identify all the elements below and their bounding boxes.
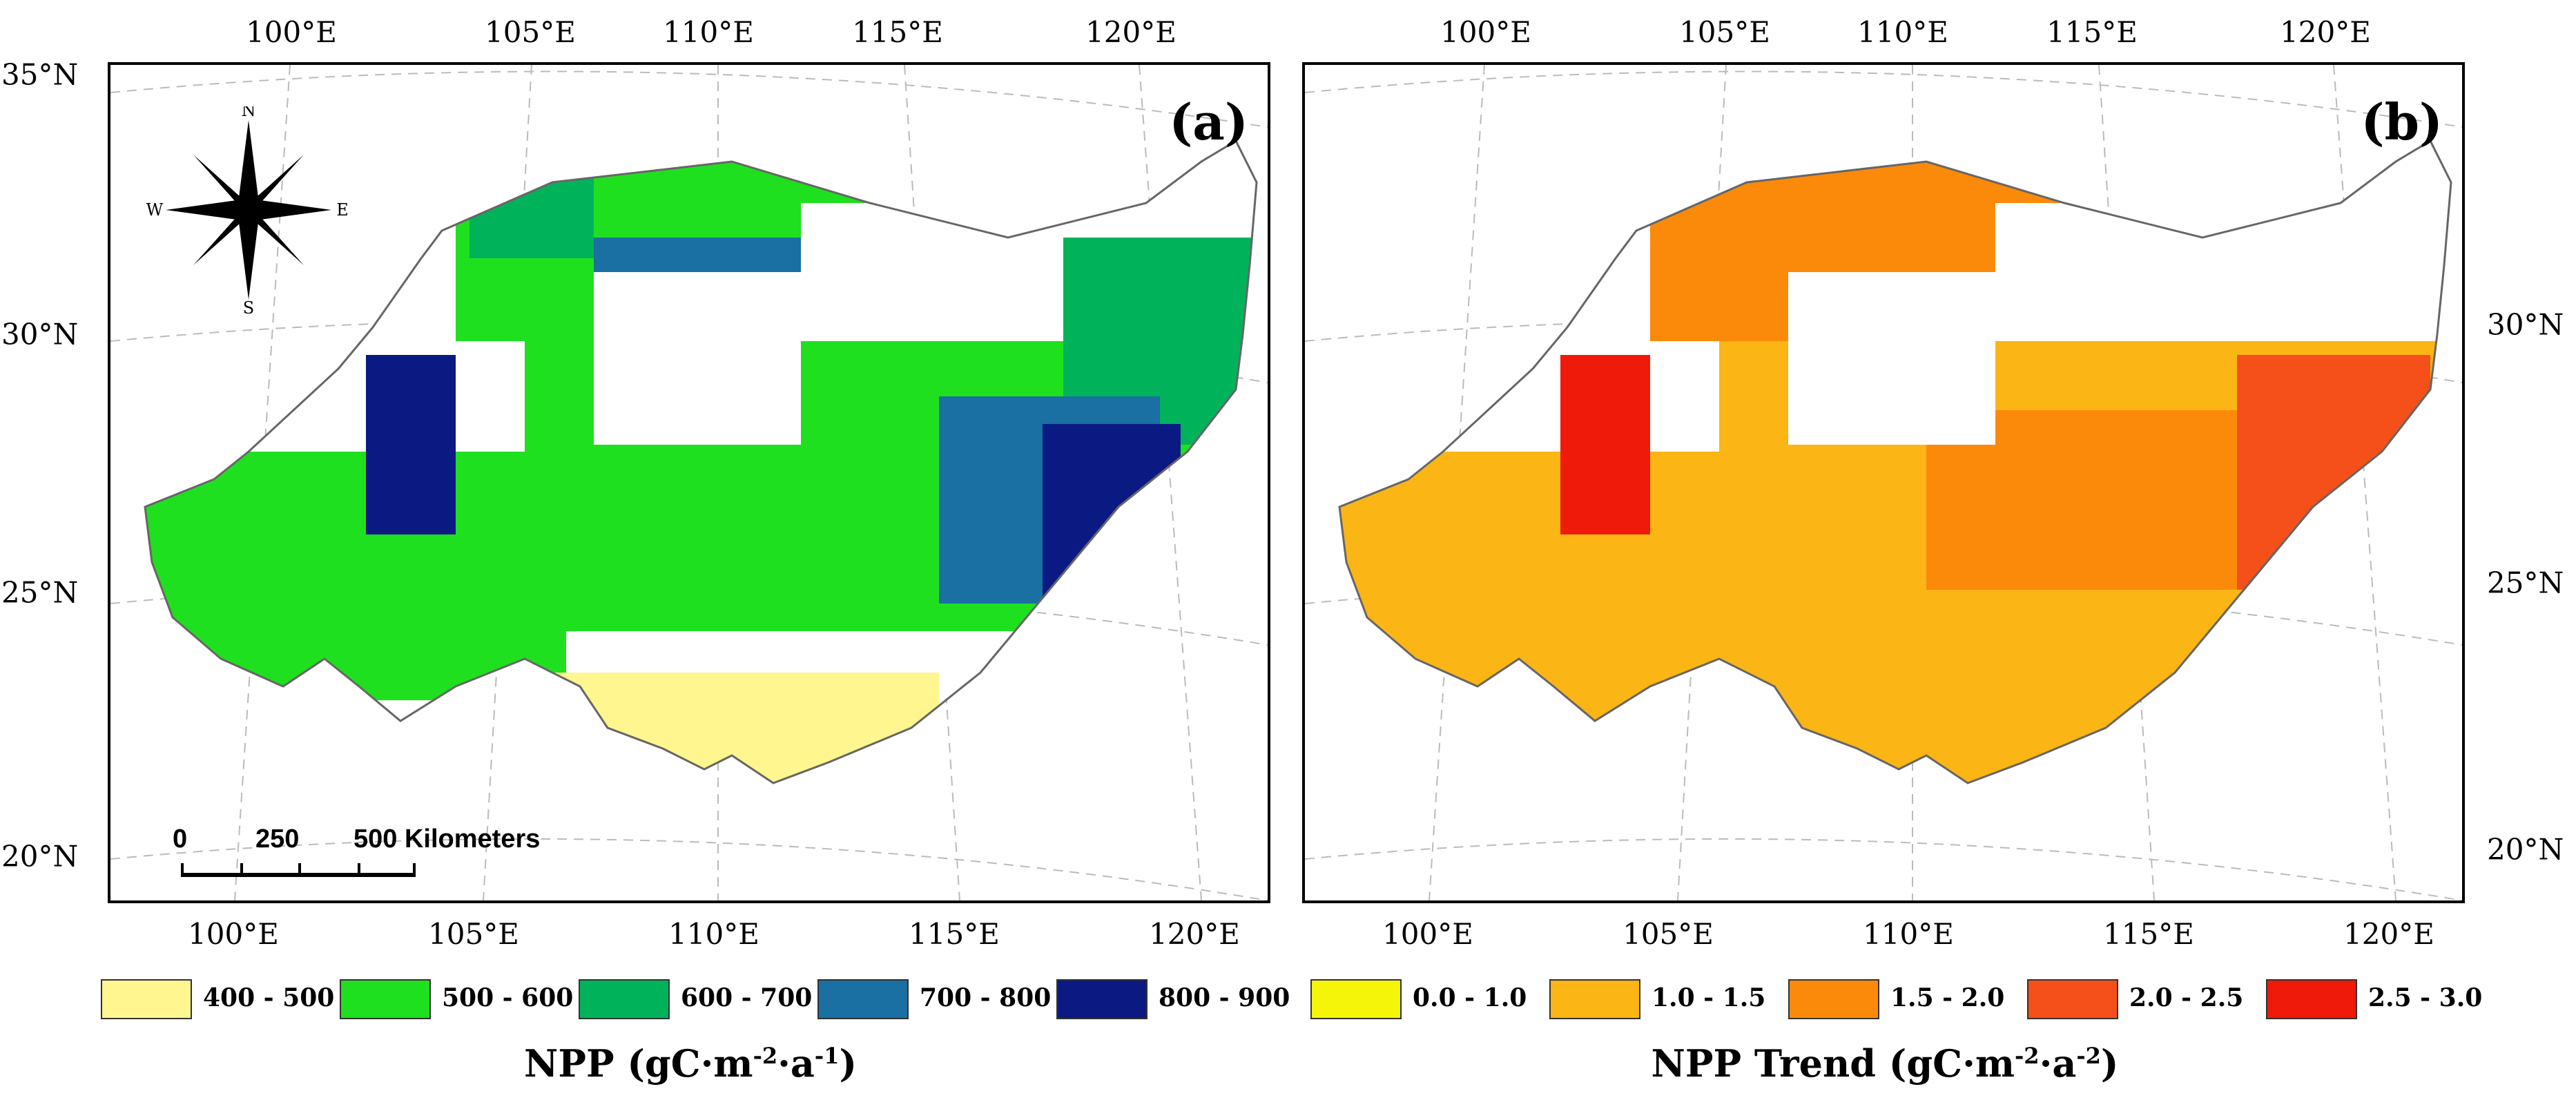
lon-tick-bottom-a-105: 105°E [428,917,519,951]
lon-tick-top-a-115: 115°E [852,15,943,49]
lon-tick-bottom-a-110: 110°E [668,917,759,951]
legend-label: 800 - 900 [1159,983,1290,1012]
lat-tick-right-25: 25°N [2487,566,2564,600]
scale-tick [358,863,360,877]
lat-tick-left-25: 25°N [1,575,79,610]
map-panel-npp: (a) N S W E 0 250 500 Kilometers [108,62,1270,903]
legend-title-npp: NPP (gC·m-2·a-1) [523,1041,858,1086]
compass-e: E [336,200,349,220]
legend-title-npp-trend: NPP Trend (gC·m-2·a-2) [1651,1041,2119,1086]
lat-tick-right-30: 30°N [2487,307,2564,342]
legend-swatch [2027,979,2118,1019]
compass-s: S [243,298,254,314]
lon-tick-top-b-100: 100°E [1440,15,1531,49]
npp-trend-raster [1339,141,2451,783]
lon-tick-bottom-a-100: 100°E [188,917,279,951]
lon-tick-top-b-110: 110°E [1857,15,1948,49]
lat-tick-left-35: 35°N [1,57,79,92]
legend-swatch [101,979,192,1019]
lon-tick-bottom-a-115: 115°E [909,917,1000,951]
scale-bar: 0 250 500 Kilometers [159,825,540,894]
panel-label-a: (a) [1169,93,1248,151]
legend-label: 400 - 500 [203,983,335,1012]
lon-tick-top-a-100: 100°E [246,15,337,49]
npp-trend-map-svg [1305,65,2462,900]
scale-label-0: 0 [173,825,188,854]
lon-tick-bottom-a-120: 120°E [1149,917,1240,951]
north-arrow-compass-icon: N S W E [146,106,349,314]
legend-label: 2.5 - 3.0 [2368,983,2483,1012]
lon-tick-bottom-b-105: 105°E [1623,917,1714,951]
lon-tick-top-a-120: 120°E [1085,15,1176,49]
scale-label-500: 500 Kilometers [354,825,541,854]
lon-tick-bottom-b-110: 110°E [1863,917,1954,951]
legend-swatch [1056,979,1147,1019]
lon-tick-bottom-b-115: 115°E [2103,917,2194,951]
npp-map-svg [110,65,1268,900]
legend-swatch [1549,979,1640,1019]
legend-label: 500 - 600 [442,983,574,1012]
scale-tick [413,863,416,877]
lon-tick-bottom-b-100: 100°E [1382,917,1473,951]
lon-tick-top-b-105: 105°E [1679,15,1770,49]
legend-swatch [2266,979,2357,1019]
map-panel-npp-trend: (b) [1302,62,2465,903]
lat-tick-left-30: 30°N [1,317,79,351]
lon-tick-top-b-115: 115°E [2046,15,2138,49]
scale-tick [181,863,184,877]
legend-swatch [817,979,909,1019]
legend-swatch [340,979,431,1019]
panel-label-b: (b) [2361,93,2443,151]
legend-label: 0.0 - 1.0 [1413,983,1527,1012]
lat-tick-right-20: 20°N [2487,832,2564,867]
legend-swatch [1310,979,1402,1019]
legend-label: 2.0 - 2.5 [2129,983,2244,1012]
legend-swatch [1788,979,1879,1019]
compass-n: N [242,106,256,120]
compass-w: W [146,200,164,220]
legend-label: 1.5 - 2.0 [1890,983,2005,1012]
scale-label-250: 250 [255,825,300,854]
legend-label: 700 - 800 [920,983,1052,1012]
lon-tick-bottom-b-120: 120°E [2343,917,2434,951]
lon-tick-top-a-110: 110°E [663,15,754,49]
lon-tick-top-a-105: 105°E [485,15,576,49]
lat-tick-left-20: 20°N [1,839,79,874]
lon-tick-top-b-120: 120°E [2280,15,2371,49]
scale-tick [240,863,243,877]
legend-label: 1.0 - 1.5 [1652,983,1766,1012]
legend-swatch [579,979,670,1019]
scale-tick [298,863,301,877]
legend-label: 600 - 700 [681,983,813,1012]
